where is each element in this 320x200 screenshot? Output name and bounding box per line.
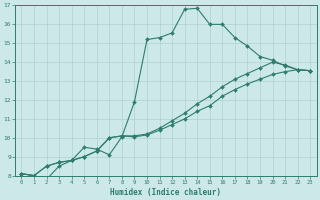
X-axis label: Humidex (Indice chaleur): Humidex (Indice chaleur) <box>110 188 221 197</box>
